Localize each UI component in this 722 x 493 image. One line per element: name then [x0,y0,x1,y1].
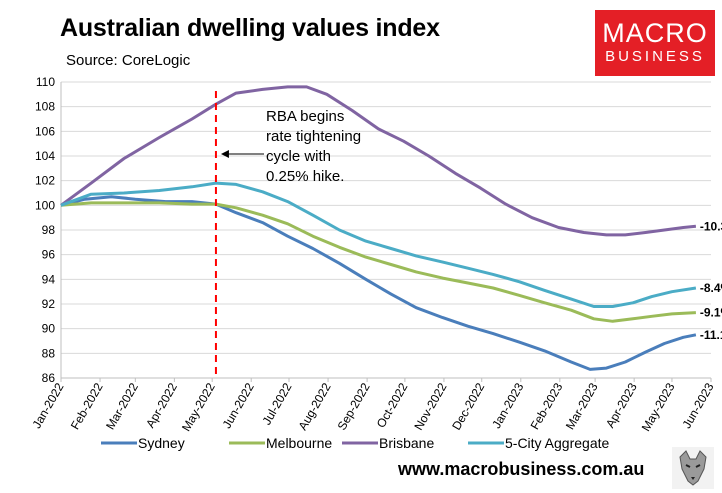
x-tick-label: Sep-2022 [335,380,373,432]
y-tick-label: 98 [42,223,56,237]
y-tick-label: 100 [35,198,55,212]
x-tick-label: Oct-2022 [374,380,411,430]
y-tick-label: 106 [35,124,55,138]
y-tick-label: 88 [42,346,56,360]
x-tick-label: May-2022 [179,380,218,433]
x-tick-label: Apr-2022 [143,380,180,430]
chart-source: Source: CoreLogic [66,52,191,69]
x-tick-label: Jun-2023 [679,380,716,431]
legend-label: Sydney [138,435,185,451]
end-value-label: -11.1% [700,328,722,342]
chart-title: Australian dwelling values index [60,14,440,42]
x-tick-label: Feb-2023 [528,380,566,432]
x-tick-label: Apr-2023 [603,380,640,430]
macrobusiness-logo: MACRO BUSINESS [595,10,715,76]
series-line-sydney [60,195,697,371]
x-tick-label: Jun-2022 [220,380,257,431]
end-value-label: -10.3% [700,219,722,233]
series-line-melbourne [60,201,696,323]
y-tick-label: 108 [35,100,55,114]
y-tick-label: 110 [36,75,55,89]
y-tick-label: 104 [35,149,55,163]
x-tick-label: Jan-2022 [29,380,66,431]
y-tick-label: 92 [42,297,56,311]
end-value-label: -8.4% [700,281,722,295]
y-tick-label: 94 [42,272,56,286]
end-value-label: -9.1% [700,306,722,320]
y-tick-label: 90 [42,322,56,336]
legend-label: 5-City Aggregate [505,435,609,451]
annotation-text: RBA begins [266,108,344,125]
x-tick-label: Feb-2022 [68,380,106,432]
x-tick-label: Mar-2023 [563,380,601,432]
x-tick-label: Mar-2022 [103,380,141,432]
y-tick-label: 96 [42,248,56,262]
logo-line-2: BUSINESS [605,48,705,65]
annotation-text: cycle with [266,148,331,165]
wolf-mascot-icon [672,447,714,489]
x-tick-label: Jul-2022 [259,380,294,427]
logo-line-1: MACRO [602,18,708,48]
annotation-text: rate tightening [266,128,361,145]
series-line-5-city-aggregate [60,181,697,308]
legend-label: Brisbane [379,435,434,451]
legend-label: Melbourne [266,435,332,451]
x-tick-label: May-2023 [639,380,678,433]
y-tick-label: 102 [35,174,55,188]
website-url[interactable]: www.macrobusiness.com.au [398,459,645,479]
x-tick-label: Nov-2022 [411,380,449,432]
series-line-brisbane [60,85,697,237]
x-tick-label: Dec-2022 [449,380,487,432]
y-tick-label: 86 [42,371,56,385]
annotation-text: 0.25% hike. [266,168,344,185]
x-tick-label: Aug-2022 [296,380,334,432]
x-tick-label: Jan-2023 [489,380,526,431]
